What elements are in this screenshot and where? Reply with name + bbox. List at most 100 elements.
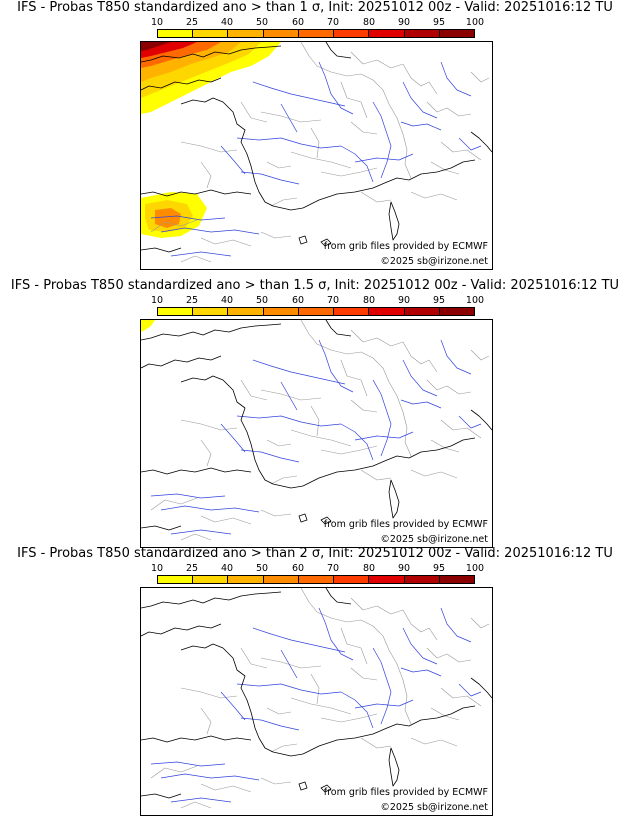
coastline (180, 643, 304, 757)
coastline (180, 97, 304, 211)
colorbar-segment (404, 576, 440, 583)
colorbar-tick-label: 80 (362, 17, 376, 28)
colorbar-tick-label: 95 (432, 295, 446, 306)
admin-border (440, 141, 482, 161)
coastline (408, 159, 476, 181)
coastline (141, 623, 222, 637)
admin-border (426, 101, 472, 117)
river (280, 381, 298, 411)
river (252, 81, 346, 107)
river (458, 683, 482, 697)
admin-border (200, 515, 252, 525)
river (220, 691, 246, 721)
river (150, 493, 226, 499)
admin-border (382, 635, 412, 725)
admin-border (180, 255, 212, 263)
admin-border (180, 533, 212, 541)
admin-border (350, 329, 404, 347)
coastline (141, 355, 222, 369)
river (318, 607, 354, 661)
coastline (302, 455, 410, 487)
coastline (388, 201, 400, 241)
coastline (302, 723, 410, 755)
colorbar-segment (263, 30, 299, 37)
river (340, 145, 374, 183)
colorbar-segment (369, 30, 405, 37)
coastline (141, 323, 282, 341)
admin-border (320, 167, 378, 177)
probability-area (155, 208, 181, 228)
colorbar-tick-label: 25 (185, 563, 199, 574)
coastline (388, 479, 400, 519)
coastline (470, 677, 492, 699)
colorbar-tick-label: 10 (150, 295, 164, 306)
admin-border (290, 151, 352, 169)
copyright: ©2025 sb@irizone.net (380, 256, 488, 267)
colorbar-tick-label: 95 (432, 563, 446, 574)
river (220, 423, 246, 453)
admin-border (440, 419, 482, 439)
admin-border (260, 509, 292, 517)
colorbar-labels: 10 25 40 50 60 70 80 90 95 100 (151, 295, 484, 306)
colorbar-segment (404, 308, 440, 315)
river (340, 691, 374, 729)
colorbar-tick-label: 100 (465, 563, 485, 574)
colorbar-segment (439, 576, 474, 583)
river (458, 415, 482, 429)
river (240, 449, 300, 463)
admin-border (290, 429, 352, 447)
admin-border (360, 737, 392, 749)
colorbar-segment (439, 30, 474, 37)
colorbar-segment (404, 30, 440, 37)
coastline (141, 247, 182, 253)
panel-title: IFS - Probas T850 standardized ano > tha… (10, 278, 620, 293)
map-svg (141, 320, 492, 541)
admin-border (320, 713, 378, 723)
river (236, 683, 342, 695)
admin-border (350, 597, 404, 615)
admin-border (260, 111, 322, 123)
admin-border (360, 469, 392, 481)
coastline (141, 189, 252, 197)
admin-border (240, 379, 268, 401)
admin-border (350, 399, 378, 413)
colorbar-segment (334, 30, 370, 37)
river (440, 607, 472, 643)
admin-border (426, 379, 472, 395)
admin-border (290, 697, 352, 715)
admin-border (240, 101, 268, 123)
colorbar-tick-label: 80 (362, 563, 376, 574)
river (354, 153, 414, 163)
coastline (325, 42, 352, 59)
admin-border (200, 783, 252, 793)
colorbar-segment (228, 30, 264, 37)
colorbar-tick-label: 60 (291, 563, 305, 574)
coastline (141, 793, 182, 799)
colorbar-segment (193, 30, 229, 37)
colorbar-segment (334, 576, 370, 583)
copyright: ©2025 sb@irizone.net (380, 802, 488, 813)
colorbar-tick-label: 10 (150, 563, 164, 574)
map-area: from grib files provided by ECMWF ©2025 … (140, 41, 493, 270)
river (402, 81, 438, 119)
admin-border (440, 687, 482, 707)
colorbar (157, 307, 475, 316)
colorbar-tick-label: 90 (397, 295, 411, 306)
river (150, 761, 226, 767)
river (252, 359, 346, 385)
map-area: from grib files provided by ECMWF ©2025 … (140, 319, 493, 548)
river (240, 717, 300, 731)
coastline (408, 437, 476, 459)
colorbar-tick-label: 40 (220, 295, 234, 306)
river (160, 773, 260, 781)
coastline (408, 705, 476, 727)
admin-border (150, 765, 198, 779)
admin-border (340, 81, 368, 119)
colorbar-segment (158, 576, 194, 583)
river (318, 339, 354, 393)
coastline (141, 525, 182, 531)
river (236, 415, 342, 427)
admin-border (200, 439, 212, 467)
colorbar-segment (298, 308, 335, 315)
admin-border (402, 609, 438, 641)
